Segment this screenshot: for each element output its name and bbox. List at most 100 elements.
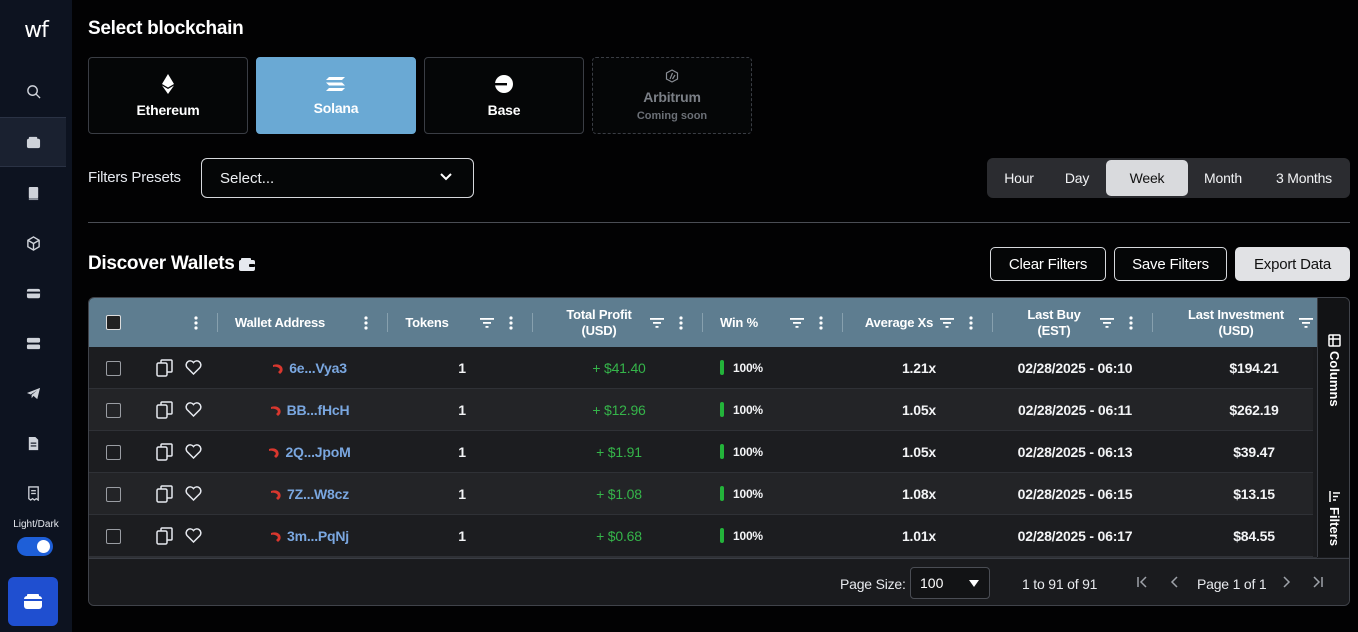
header-wallet-address[interactable]: Wallet Address	[234, 314, 326, 330]
wallet-address[interactable]: 3m...PqNj	[287, 527, 349, 544]
column-menu-icon[interactable]	[818, 315, 824, 331]
column-menu-icon[interactable]	[968, 315, 974, 331]
header-tokens[interactable]: Tokens	[405, 314, 449, 330]
total-profit-cell: + $12.96	[592, 401, 646, 418]
heart-icon[interactable]	[185, 528, 202, 543]
table-row[interactable]: 6e...Vya3 1 + $41.40 100% 1.21x 02/28/20…	[89, 347, 1313, 389]
chain-name: Solana	[313, 99, 359, 116]
total-profit-cell: + $41.40	[592, 359, 646, 376]
wallet-address-cell[interactable]: BB...fHcH	[249, 389, 369, 430]
chain-base[interactable]: Base	[424, 57, 584, 134]
row-checkbox[interactable]	[106, 529, 121, 544]
filters-panel-tab[interactable]: Filters	[1318, 490, 1349, 547]
chain-ethereum[interactable]: Ethereum	[88, 57, 248, 134]
filter-icon[interactable]	[940, 317, 954, 329]
theme-toggle[interactable]	[17, 537, 53, 556]
wallet-address[interactable]: 6e...Vya3	[289, 359, 347, 376]
header-average-xs[interactable]: Average Xs	[864, 314, 934, 330]
page-size-select[interactable]: 100	[910, 567, 990, 599]
tab-month[interactable]: Month	[1204, 170, 1242, 186]
filter-icon[interactable]	[1299, 317, 1313, 329]
tab-day[interactable]: Day	[1064, 170, 1090, 186]
wallet-address[interactable]: 7Z...W8cz	[287, 485, 349, 502]
wallet-address-cell[interactable]: 6e...Vya3	[249, 347, 369, 388]
row-checkbox[interactable]	[106, 445, 121, 460]
header-total-profit[interactable]: Total Profit (USD)	[549, 298, 649, 347]
column-menu-icon[interactable]	[508, 315, 514, 331]
last-investment-cell: $194.21	[1229, 359, 1279, 376]
heart-icon[interactable]	[185, 444, 202, 459]
column-menu-icon[interactable]	[678, 315, 684, 331]
last-investment-cell: $13.15	[1233, 485, 1275, 502]
server-icon[interactable]	[0, 318, 66, 368]
last-page-icon[interactable]	[1312, 576, 1324, 588]
filter-icon[interactable]	[480, 317, 494, 329]
column-separator	[992, 313, 993, 332]
wallet-icon[interactable]	[0, 117, 66, 167]
tab-3-months[interactable]: 3 Months	[1276, 170, 1332, 186]
arbitrum-icon	[665, 69, 679, 83]
copy-icon[interactable]	[156, 359, 173, 377]
header-win-percent[interactable]: Win %	[720, 314, 758, 330]
coming-soon-label: Coming soon	[636, 110, 708, 122]
table-row[interactable]: BB...fHcH 1 + $12.96 100% 1.05x 02/28/20…	[89, 389, 1313, 431]
book-icon[interactable]	[0, 168, 66, 218]
copy-icon[interactable]	[156, 443, 173, 461]
shrimp-icon	[270, 406, 281, 416]
row-checkbox[interactable]	[106, 487, 121, 502]
wallet-address[interactable]: 2Q...JpoM	[285, 443, 351, 460]
wallets-table: Wallet Address Tokens Total Profit (USD)…	[88, 297, 1350, 606]
page-size-label: Page Size:	[840, 576, 906, 592]
chain-solana[interactable]: Solana	[256, 57, 416, 134]
search-icon[interactable]	[0, 66, 66, 116]
header-last-buy[interactable]: Last Buy (EST)	[1009, 298, 1099, 347]
document-icon[interactable]	[0, 418, 66, 468]
telegram-icon[interactable]	[0, 368, 66, 418]
header-line: Last Investment	[1188, 306, 1284, 322]
win-value: 100%	[733, 360, 763, 375]
copy-icon[interactable]	[156, 401, 173, 419]
card-icon[interactable]	[0, 268, 66, 318]
column-menu-icon[interactable]	[193, 315, 199, 331]
table-row[interactable]: 2Q...JpoM 1 + $1.91 100% 1.05x 02/28/202…	[89, 431, 1313, 473]
tab-week[interactable]: Week	[1106, 160, 1188, 196]
heart-icon[interactable]	[185, 402, 202, 417]
heart-icon[interactable]	[185, 360, 202, 375]
theme-toggle-label: Light/Dark	[13, 519, 59, 530]
clear-filters-button[interactable]: Clear Filters	[990, 247, 1106, 281]
column-menu-icon[interactable]	[363, 315, 369, 331]
connect-wallet-button[interactable]	[8, 577, 58, 626]
header-last-investment[interactable]: Last Investment (USD)	[1171, 298, 1301, 347]
cube-icon[interactable]	[0, 218, 66, 268]
average-xs-cell: 1.05x	[901, 443, 937, 460]
columns-panel-tab[interactable]: Columns	[1318, 334, 1349, 407]
next-page-icon[interactable]	[1280, 576, 1292, 588]
export-data-button[interactable]: Export Data	[1235, 247, 1350, 281]
horizontal-scrollbar[interactable]	[89, 557, 1317, 558]
filter-icon[interactable]	[790, 317, 804, 329]
copy-icon[interactable]	[156, 527, 173, 545]
column-menu-icon[interactable]	[1128, 315, 1134, 331]
wallet-address[interactable]: BB...fHcH	[286, 401, 350, 418]
save-filters-button[interactable]: Save Filters	[1114, 247, 1227, 281]
receipt-icon[interactable]	[0, 468, 66, 518]
filters-preset-select[interactable]: Select...	[201, 158, 474, 198]
wallet-address-cell[interactable]: 2Q...JpoM	[249, 431, 369, 472]
wallet-address-cell[interactable]: 3m...PqNj	[249, 515, 369, 556]
row-checkbox[interactable]	[106, 361, 121, 376]
table-row[interactable]: 3m...PqNj 1 + $0.68 100% 1.01x 02/28/202…	[89, 515, 1313, 557]
filter-icon[interactable]	[1100, 317, 1114, 329]
logo[interactable]: wf	[24, 18, 49, 43]
heart-icon[interactable]	[185, 486, 202, 501]
wallet-address-cell[interactable]: 7Z...W8cz	[249, 473, 369, 514]
previous-page-icon[interactable]	[1169, 576, 1181, 588]
row-checkbox[interactable]	[106, 403, 121, 418]
tab-hour[interactable]: Hour	[1004, 170, 1034, 186]
filter-icon[interactable]	[650, 317, 664, 329]
filters-tab-label: Filters	[1327, 507, 1342, 547]
table-row[interactable]: 7Z...W8cz 1 + $1.08 100% 1.08x 02/28/202…	[89, 473, 1313, 515]
chain-name: Base	[487, 101, 521, 118]
copy-icon[interactable]	[156, 485, 173, 503]
select-all-checkbox[interactable]	[106, 315, 121, 330]
first-page-icon[interactable]	[1136, 576, 1148, 588]
